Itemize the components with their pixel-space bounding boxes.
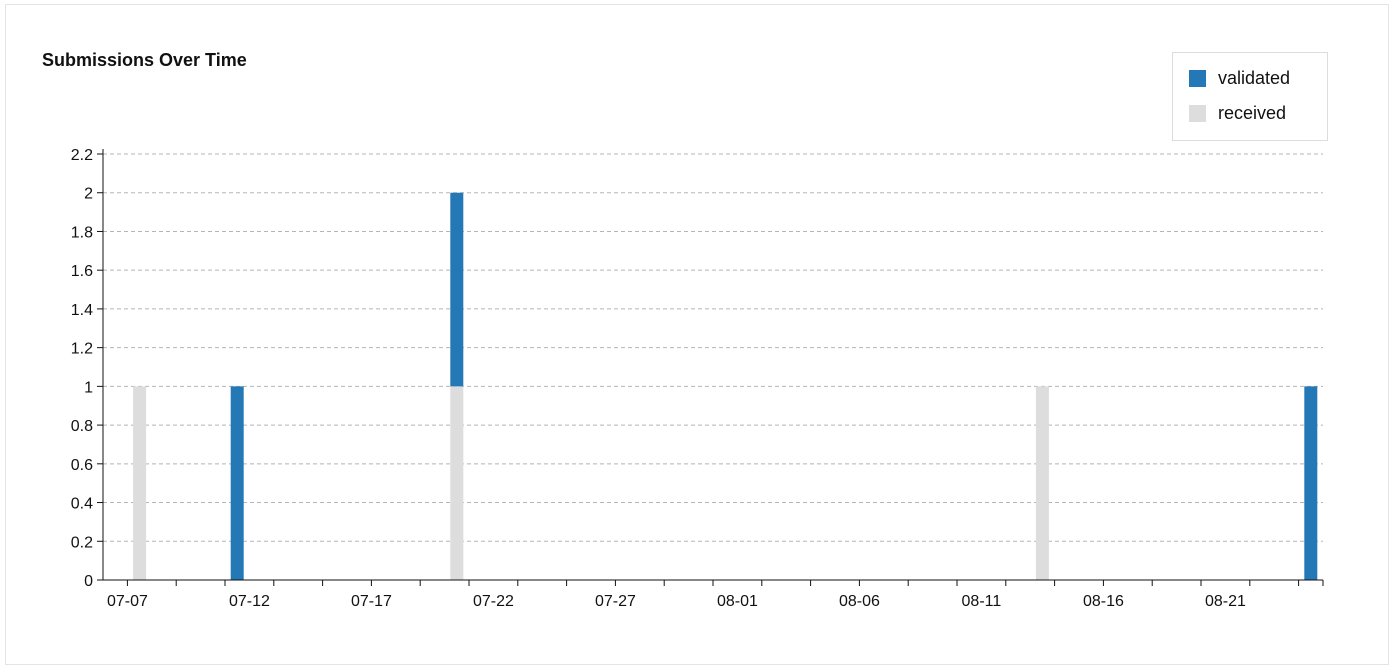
y-tick-label: 1.6 [71,263,93,280]
y-tick-label: 0.6 [71,457,93,474]
y-tick-label: 2 [84,186,93,203]
y-tick-label: 1.8 [71,224,93,241]
chart-title: Submissions Over Time [42,50,247,70]
y-tick-label: 1.2 [71,341,93,358]
x-tick-label: 07-27 [595,593,636,610]
x-tick-label: 08-11 [962,593,1002,610]
bar-received [450,386,464,580]
legend-item-received: received [1189,101,1286,125]
y-tick-label: 0 [84,573,93,590]
chart-legend: validated received [1172,52,1328,141]
x-tick-label: 07-12 [229,593,270,610]
bar-received [1035,386,1049,580]
y-tick-label: 2.2 [71,147,93,164]
y-tick-label: 1 [84,379,93,396]
x-tick-label: 07-07 [107,593,148,610]
bar-validated [450,192,464,387]
x-tick-label: 08-06 [839,593,880,610]
y-tick-label: 0.8 [71,418,93,435]
legend-label-received: received [1218,102,1287,123]
legend-swatch-received [1189,104,1206,122]
x-tick-label: 08-21 [1205,593,1246,610]
legend-swatch-validated [1189,69,1206,87]
legend-item-validated: validated [1189,66,1290,90]
bar-validated [230,386,244,580]
x-tick-label: 08-16 [1083,593,1124,610]
y-tick-label: 0.2 [71,534,93,551]
bar-received [133,386,147,580]
legend-label-validated: validated [1218,67,1291,88]
y-tick-label: 1.4 [71,302,93,319]
x-tick-label: 08-01 [717,593,758,610]
y-tick-label: 0.4 [71,496,93,513]
x-tick-label: 07-22 [473,593,514,610]
x-tick-label: 07-17 [351,593,392,610]
bar-validated [1304,386,1318,580]
